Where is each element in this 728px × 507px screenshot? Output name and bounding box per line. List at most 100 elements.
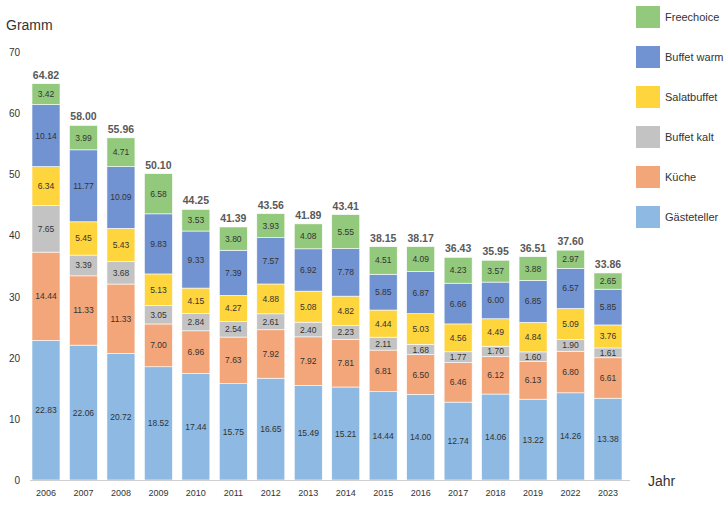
bar-segment — [144, 174, 172, 214]
data-label: 1.61 — [600, 348, 617, 358]
bar-segment — [294, 291, 322, 322]
bar-segment — [482, 394, 510, 480]
bar-segment — [369, 337, 397, 350]
data-label: 2.23 — [337, 327, 354, 337]
bar-segment — [519, 362, 547, 399]
x-tick-label: 2007 — [73, 488, 93, 498]
bar-segment — [519, 280, 547, 322]
x-tick-label: 2016 — [411, 488, 431, 498]
bar-segment — [107, 284, 135, 353]
data-label: 9.83 — [150, 239, 167, 249]
bar-segment — [594, 398, 622, 480]
data-label: 1.68 — [412, 345, 429, 355]
bar-segment — [369, 274, 397, 310]
data-label: 6.13 — [525, 375, 542, 385]
bar-segment — [294, 322, 322, 337]
data-label: 5.13 — [150, 285, 167, 295]
data-label: 6.85 — [525, 296, 542, 306]
bar-segment — [594, 348, 622, 358]
data-label: 7.00 — [150, 340, 167, 350]
x-tick-label: 2015 — [373, 488, 393, 498]
legend-swatch — [636, 126, 660, 148]
data-label: 4.08 — [300, 231, 317, 241]
bar-segment — [444, 363, 472, 402]
data-label: 20.72 — [110, 412, 132, 422]
bar-segment — [69, 150, 97, 222]
bar-segment — [107, 228, 135, 261]
y-tick-label: 40 — [9, 230, 21, 241]
bar-segment — [32, 167, 60, 206]
data-label: 3.53 — [188, 215, 205, 225]
data-label: 1.77 — [450, 352, 467, 362]
data-label: 2.65 — [600, 276, 617, 286]
bar-segment — [557, 268, 585, 308]
data-label: 6.57 — [562, 283, 579, 293]
bar-segment — [69, 222, 97, 255]
bar-segment — [519, 399, 547, 480]
data-label: 5.43 — [113, 240, 130, 250]
bar-segment — [482, 260, 510, 282]
bar-segment — [369, 350, 397, 392]
data-label: 4.44 — [375, 319, 392, 329]
bar-segment — [294, 385, 322, 480]
data-label: 4.88 — [263, 294, 280, 304]
bar-segment — [144, 305, 172, 324]
bar-segment — [594, 273, 622, 289]
y-tick-label: 20 — [9, 353, 21, 364]
bar-segment — [257, 238, 285, 284]
bar-segment — [219, 227, 247, 250]
data-label: 11.33 — [73, 305, 94, 315]
data-label: 15.21 — [335, 429, 357, 439]
data-label: 4.15 — [188, 296, 205, 306]
data-label: 4.56 — [450, 333, 467, 343]
total-label: 43.41 — [333, 200, 359, 212]
total-label: 35.95 — [482, 245, 508, 257]
bar-segment — [594, 289, 622, 325]
bar-segment — [107, 167, 135, 229]
x-tick-label: 2014 — [336, 488, 356, 498]
bar-segment — [219, 384, 247, 480]
bar-segment — [144, 367, 172, 480]
data-label: 7.78 — [337, 267, 354, 277]
bar-segment — [332, 215, 360, 249]
total-label: 38.15 — [370, 232, 396, 244]
x-tick-label: 2023 — [598, 488, 618, 498]
data-label: 2.61 — [263, 317, 280, 327]
bar-segment — [182, 209, 210, 231]
bars — [32, 84, 622, 480]
data-label: 7.57 — [263, 256, 280, 266]
bar-segment — [407, 314, 435, 345]
y-tick-label: 50 — [9, 169, 21, 180]
total-label: 33.86 — [595, 258, 621, 270]
bar-segment — [482, 346, 510, 356]
data-label: 13.22 — [522, 435, 544, 445]
bar-segment — [444, 283, 472, 324]
total-label: 44.25 — [183, 194, 209, 206]
data-label: 2.84 — [188, 317, 205, 327]
data-label: 3.99 — [75, 133, 92, 143]
y-tick-label: 60 — [9, 108, 21, 119]
bar-segment — [144, 214, 172, 274]
bar-segment — [557, 351, 585, 393]
x-tick-label: 2011 — [224, 488, 243, 498]
x-tick-label: 2012 — [261, 488, 281, 498]
legend-label: Salatbuffet — [665, 91, 717, 103]
bar-segment — [407, 272, 435, 314]
x-tick-label: 2006 — [36, 488, 56, 498]
bar-segment — [257, 378, 285, 480]
data-label: 17.44 — [185, 422, 207, 432]
legend-label: Buffet kalt — [665, 131, 714, 143]
data-label: 15.49 — [298, 428, 320, 438]
total-label: 36.43 — [445, 242, 471, 254]
bar-segment — [407, 247, 435, 272]
bar-segment — [482, 319, 510, 346]
data-label: 15.75 — [223, 427, 245, 437]
x-axis-title: Jahr — [648, 473, 676, 489]
x-tick-label: 2010 — [186, 488, 206, 498]
data-label: 6.50 — [412, 370, 429, 380]
data-label: 3.80 — [225, 234, 242, 244]
data-label: 4.84 — [525, 332, 542, 342]
data-label: 2.40 — [300, 325, 317, 335]
bar-segment — [32, 340, 60, 480]
data-label: 22.83 — [35, 405, 57, 415]
